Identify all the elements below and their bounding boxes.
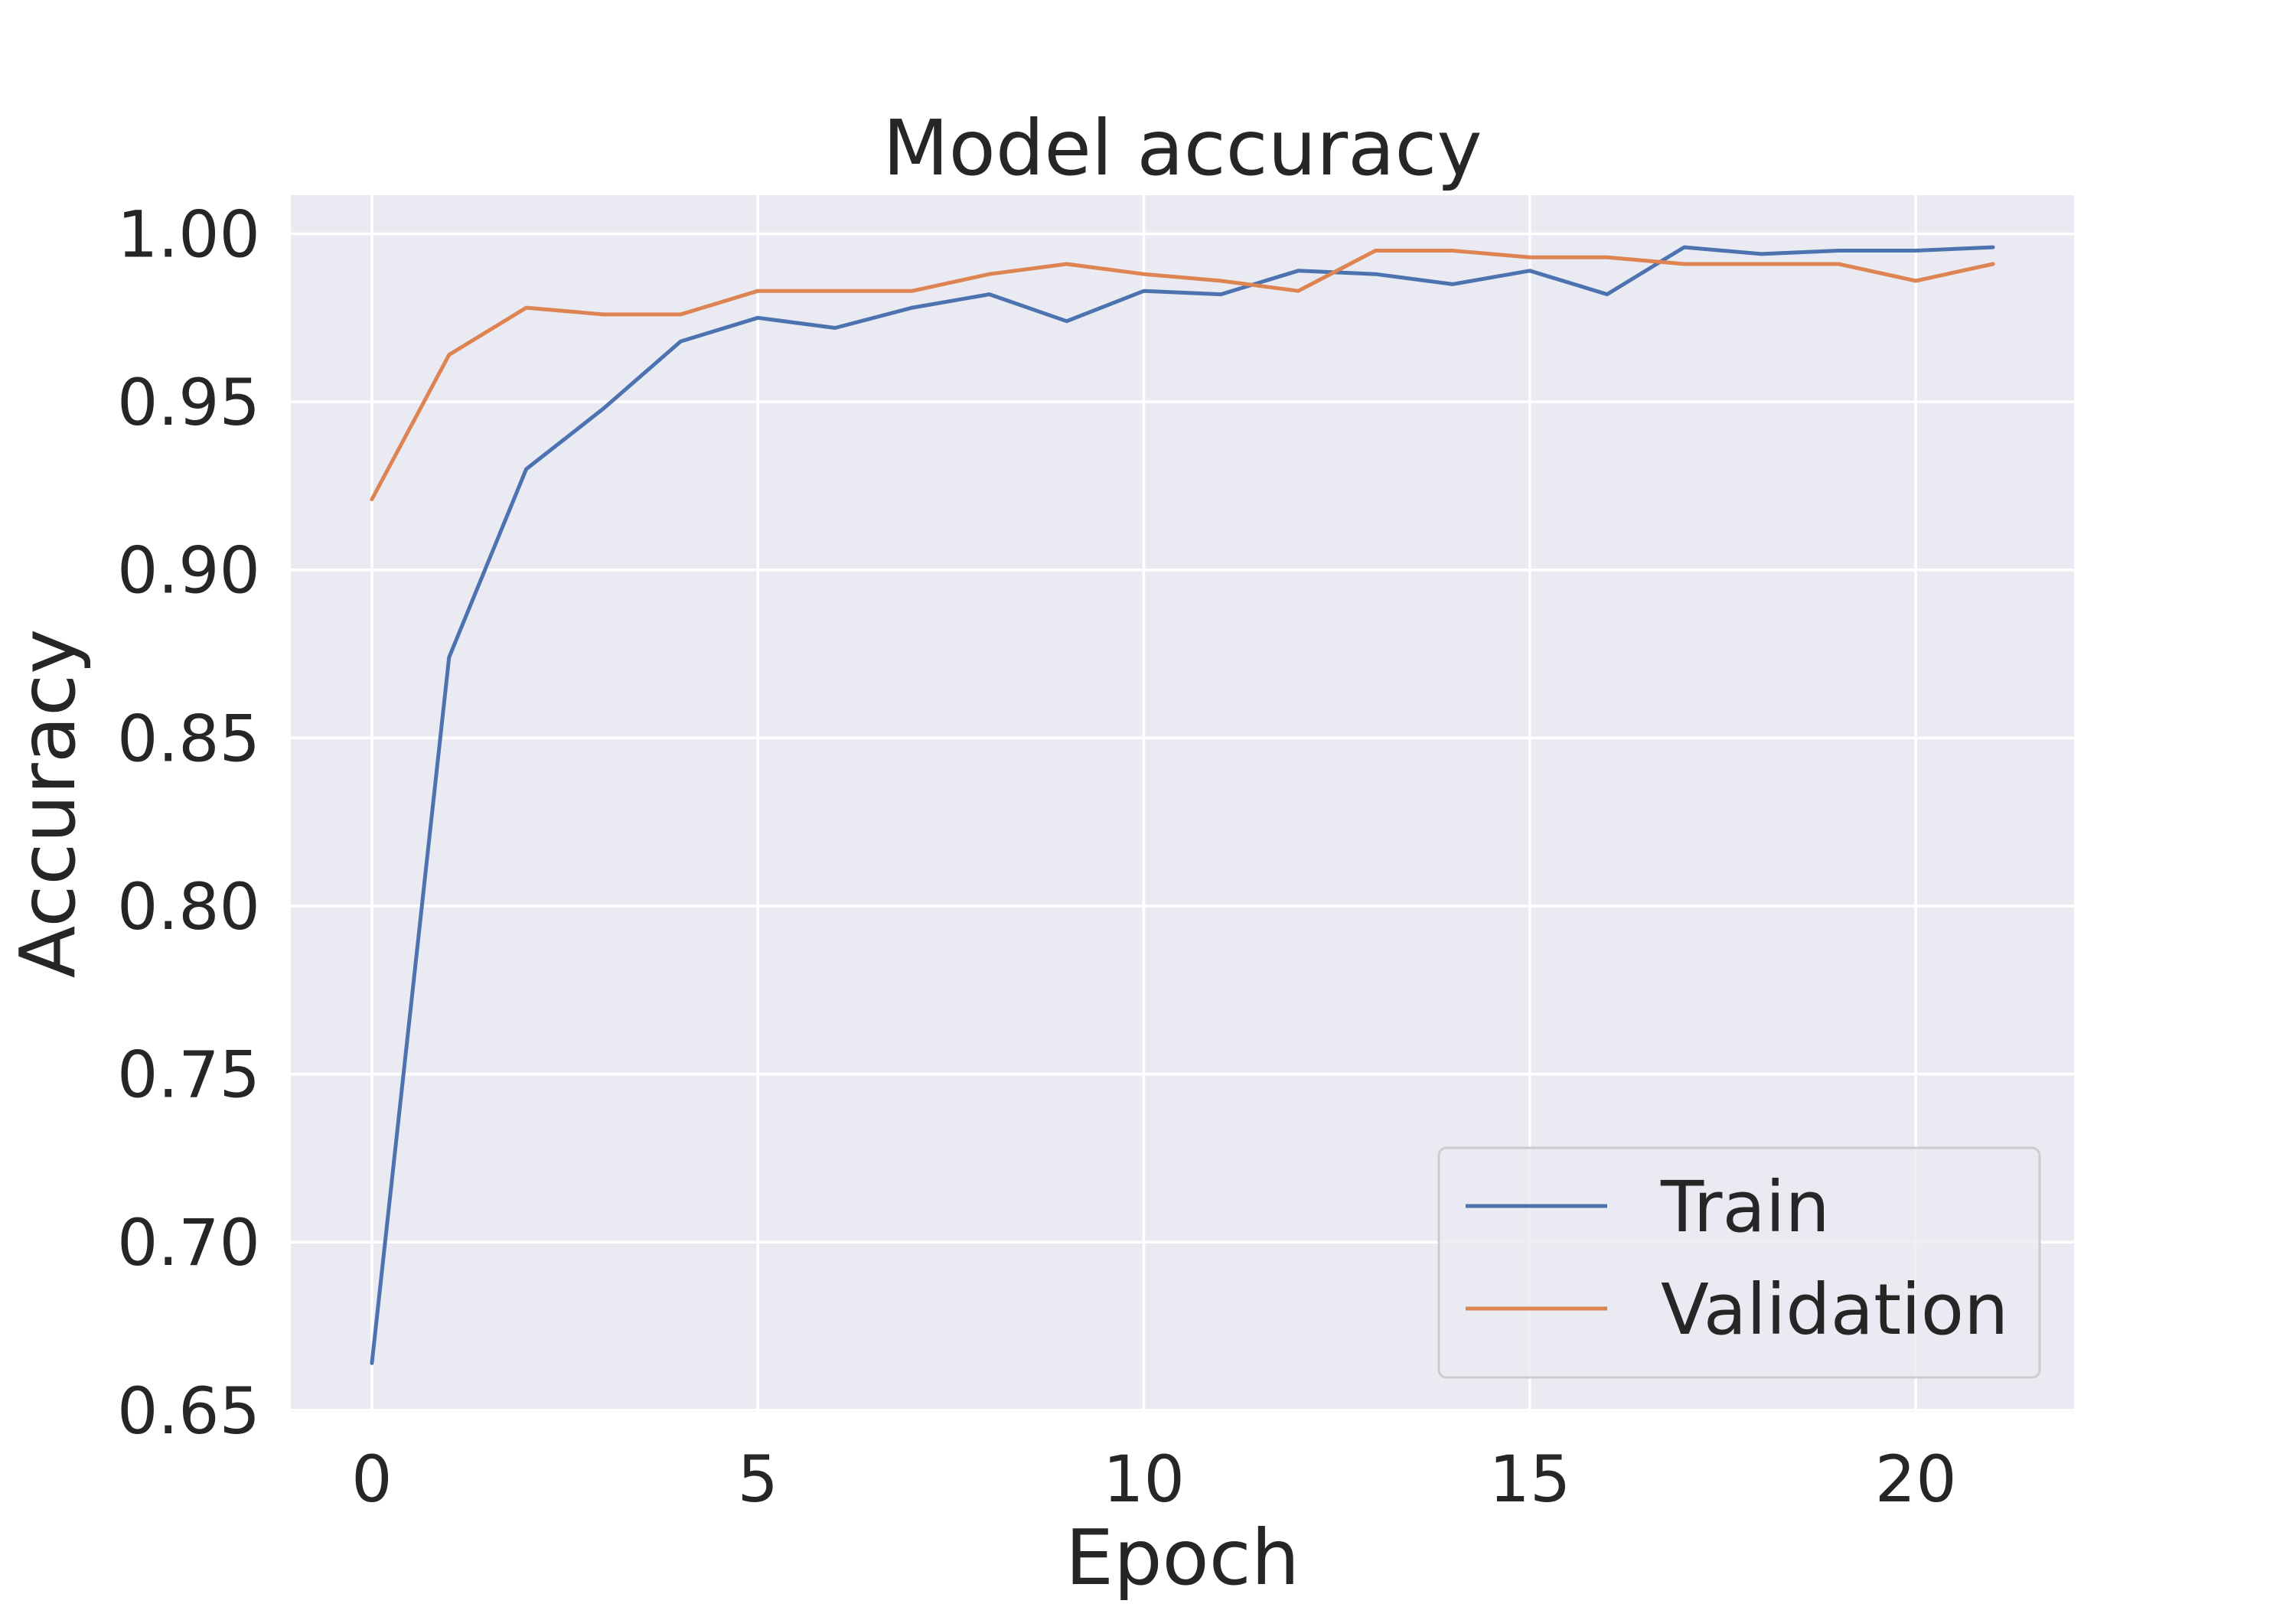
x-tick-label: 0 <box>351 1442 392 1517</box>
y-tick-label: 0.90 <box>117 533 260 608</box>
x-tick-label: 5 <box>738 1442 778 1517</box>
x-tick-label: 10 <box>1103 1442 1185 1517</box>
legend: Train Validation <box>1437 1146 2041 1379</box>
y-tick-label: 0.95 <box>117 365 260 440</box>
chart-title: Model accuracy <box>882 103 1482 193</box>
x-tick-label: 20 <box>1875 1442 1957 1517</box>
y-tick-label: 1.00 <box>117 197 260 272</box>
series-line-validation <box>370 249 1995 501</box>
y-axis-label: Accuracy <box>3 629 93 979</box>
series-line-train <box>370 245 1995 1365</box>
x-tick-labels: 0 5 10 15 20 <box>351 1442 1956 1517</box>
y-tick-label: 0.80 <box>117 869 260 944</box>
series-lines <box>370 245 1995 1365</box>
y-tick-label: 0.70 <box>117 1205 260 1280</box>
y-tick-labels: 0.65 0.70 0.75 0.80 0.85 0.90 0.95 1.00 <box>117 197 260 1449</box>
legend-train-label: Train <box>1660 1166 1830 1248</box>
y-tick-label: 0.85 <box>117 701 260 776</box>
y-tick-label: 0.75 <box>117 1038 260 1113</box>
x-axis-label: Epoch <box>1065 1513 1300 1602</box>
legend-validation-label: Validation <box>1661 1269 2008 1351</box>
x-tick-label: 15 <box>1489 1442 1570 1517</box>
y-tick-label: 0.65 <box>117 1374 260 1449</box>
